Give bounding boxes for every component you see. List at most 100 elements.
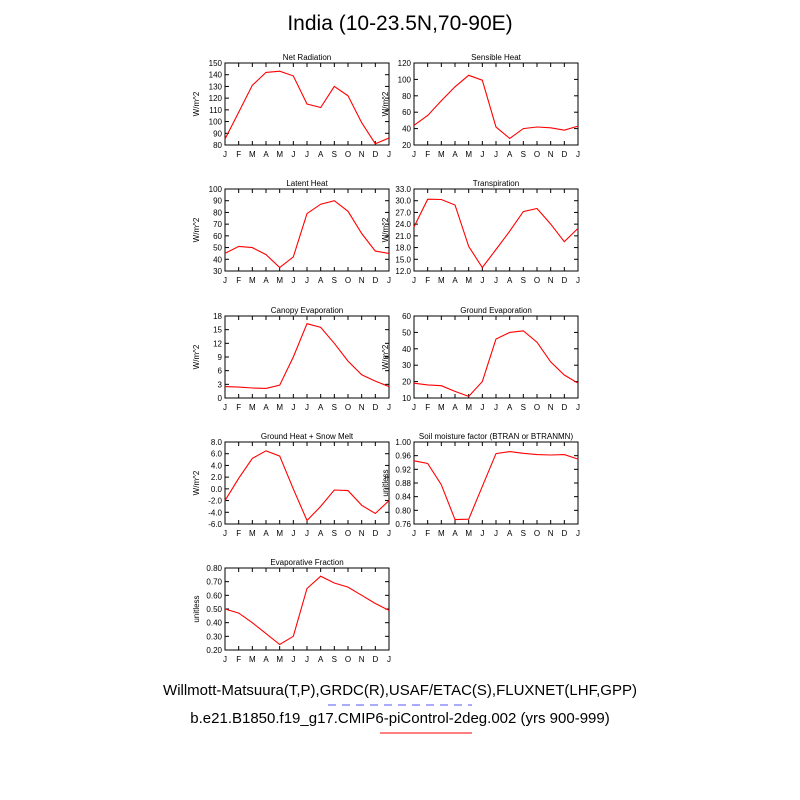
panel-9-xtick-label: M bbox=[276, 655, 283, 664]
panel-5-xtick-label: D bbox=[372, 403, 378, 412]
panel-8-xtick-label: J bbox=[494, 529, 498, 538]
panel-6-ytick-label: 20 bbox=[402, 378, 411, 387]
panel-8-xtick-label: M bbox=[465, 529, 472, 538]
panel-2-series-line bbox=[413, 74, 579, 140]
panel-6-xtick-label: S bbox=[521, 403, 526, 412]
panel-1-xtick-label: M bbox=[249, 150, 256, 159]
panel-7-xtick-label: A bbox=[318, 529, 324, 538]
panel-8-xtick-label: A bbox=[452, 529, 458, 538]
panel-8-xtick-label: J bbox=[412, 529, 416, 538]
panel-7-ytick-label: -6.0 bbox=[208, 520, 222, 529]
panel-1-ytick-label: 140 bbox=[209, 71, 223, 80]
panel-7-xtick-label: M bbox=[276, 529, 283, 538]
panel-4-ytick-label: 33.0 bbox=[395, 185, 411, 194]
panel-2-ytick-label: 80 bbox=[402, 92, 411, 101]
panel-5-xtick-label: N bbox=[359, 403, 365, 412]
panel-5-xtick-label: J bbox=[291, 403, 295, 412]
panel-2-xtick-label: D bbox=[561, 150, 567, 159]
panel-2-xtick-label: M bbox=[465, 150, 472, 159]
panel-4-xtick-label: J bbox=[576, 276, 580, 285]
panel-9-xtick-label: J bbox=[305, 655, 309, 664]
panel-3-xtick-label: M bbox=[276, 276, 283, 285]
panel-7-xtick-label: J bbox=[223, 529, 227, 538]
panel-1-series-line bbox=[224, 70, 390, 145]
panel-8-ytick-label: 0.92 bbox=[395, 465, 411, 474]
panel-3-xtick-label: S bbox=[332, 276, 337, 285]
panel-8-xtick-label: D bbox=[561, 529, 567, 538]
panel-3-ytick-label: 90 bbox=[213, 197, 222, 206]
panel-2-ylabel: W/m^2 bbox=[381, 91, 390, 116]
panel-7-ytick-label: 0.0 bbox=[211, 485, 223, 494]
panel-1-xtick-label: D bbox=[372, 150, 378, 159]
panel-9-xtick-label: D bbox=[372, 655, 378, 664]
panel-4-ytick-label: 24.0 bbox=[395, 220, 411, 229]
panel-9-xtick-label: J bbox=[223, 655, 227, 664]
panel-5-xtick-label: O bbox=[345, 403, 351, 412]
legend-model-swatch bbox=[380, 732, 472, 734]
panel-3-frame bbox=[224, 188, 390, 272]
panel-4-xtick-label: J bbox=[480, 276, 484, 285]
panel-1-ylabel: W/m^2 bbox=[192, 91, 201, 116]
panel-6-ytick-label: 10 bbox=[402, 394, 411, 403]
panel-8-ytick-label: 0.80 bbox=[395, 506, 411, 515]
panel-6-xtick-label: F bbox=[425, 403, 430, 412]
panel-1-ytick-label: 110 bbox=[209, 106, 222, 115]
panel-6-xtick-label: J bbox=[494, 403, 498, 412]
panel-5-ytick-label: 0 bbox=[218, 394, 223, 403]
panel-9-ytick-label: 0.30 bbox=[206, 632, 222, 641]
panel-9-title: Evaporative Fraction bbox=[270, 558, 343, 567]
panel-2-title: Sensible Heat bbox=[471, 53, 522, 62]
panel-8-ytick-label: 0.84 bbox=[395, 493, 411, 502]
panel-5-xtick-label: M bbox=[276, 403, 283, 412]
panel-7-xtick-label: O bbox=[345, 529, 351, 538]
panel-9-xtick-label: F bbox=[236, 655, 241, 664]
panel-7-xtick-label: S bbox=[332, 529, 337, 538]
panel-3-ylabel: W/m^2 bbox=[192, 217, 201, 242]
panel-7-ytick-label: 4.0 bbox=[211, 461, 223, 470]
panel-9-ytick-label: 0.70 bbox=[206, 578, 222, 587]
panel-5-xtick-label: S bbox=[332, 403, 337, 412]
panel-5-ytick-label: 9 bbox=[218, 353, 223, 362]
panel-2-xtick-label: F bbox=[425, 150, 430, 159]
panel-5-xtick-label: J bbox=[305, 403, 309, 412]
panel-6-ytick-label: 40 bbox=[402, 345, 411, 354]
panel-9-ytick-label: 0.60 bbox=[206, 591, 222, 600]
panel-5-xtick-label: F bbox=[236, 403, 241, 412]
panel-7-ytick-label: -4.0 bbox=[208, 508, 222, 517]
panel-3-xtick-label: A bbox=[318, 276, 324, 285]
panel-4-xtick-label: A bbox=[507, 276, 513, 285]
panel-1-ytick-label: 120 bbox=[209, 94, 223, 103]
panel-2-xtick-label: J bbox=[412, 150, 416, 159]
panel-5-xtick-label: A bbox=[263, 403, 269, 412]
panel-2-ytick-label: 100 bbox=[398, 75, 412, 84]
panel-7-xtick-label: N bbox=[359, 529, 365, 538]
panel-9-xtick-label: J bbox=[387, 655, 391, 664]
panel-2-ytick-label: 20 bbox=[402, 141, 411, 150]
panel-7-ytick-label: -2.0 bbox=[208, 497, 222, 506]
panel-7-ytick-label: 6.0 bbox=[211, 450, 223, 459]
panel-9-xtick-label: J bbox=[291, 655, 295, 664]
panel-3-ytick-label: 30 bbox=[213, 267, 222, 276]
panel-3-xtick-label: F bbox=[236, 276, 241, 285]
panel-3-xtick-label: O bbox=[345, 276, 351, 285]
panel-6-xtick-label: N bbox=[548, 403, 554, 412]
panel-4-title: Transpiration bbox=[473, 179, 519, 188]
panel-8-xtick-label: N bbox=[548, 529, 554, 538]
panel-1-ytick-label: 130 bbox=[209, 82, 223, 91]
panel-1-xtick-label: A bbox=[263, 150, 269, 159]
panel-5-ytick-label: 3 bbox=[218, 380, 223, 389]
panel-9-ytick-label: 0.80 bbox=[206, 564, 222, 573]
panel-1-xtick-label: J bbox=[223, 150, 227, 159]
panel-4-xtick-label: J bbox=[494, 276, 498, 285]
panel-4-ytick-label: 30.0 bbox=[395, 197, 411, 206]
panel-7-xtick-label: D bbox=[372, 529, 378, 538]
panel-7-xtick-label: J bbox=[291, 529, 295, 538]
panel-1-xtick-label: J bbox=[387, 150, 391, 159]
panel-4-ytick-label: 15.0 bbox=[395, 255, 411, 264]
panel-7-frame bbox=[224, 441, 390, 525]
panel-4-ytick-label: 12.0 bbox=[395, 267, 411, 276]
panel-5-ytick-label: 12 bbox=[213, 339, 222, 348]
panel-9-ytick-label: 0.40 bbox=[206, 619, 222, 628]
panel-5-ytick-label: 6 bbox=[218, 367, 223, 376]
